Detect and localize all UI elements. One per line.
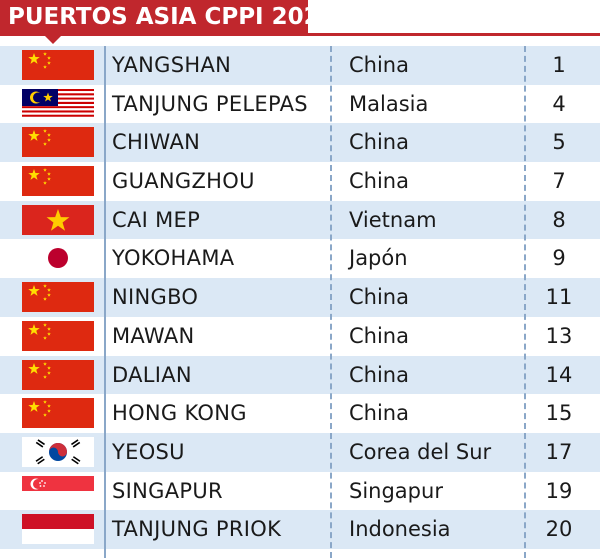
china-flag-icon [22, 166, 94, 197]
port-name: CHIWAN [112, 130, 201, 155]
ports-table: YANGSHAN China 1 TANJUNG PELEPAS Malasia 4 C… [0, 46, 600, 549]
table-row: TANJUNG PELEPAS Malasia 4 [0, 85, 600, 124]
malaysia-flag-icon [22, 88, 94, 119]
china-flag-icon [22, 127, 94, 158]
table-row: HONG KONG China 15 [0, 394, 600, 433]
port-name: CAI MEP [112, 207, 201, 232]
china-flag-icon [22, 359, 94, 390]
indonesia-flag-icon [22, 514, 94, 545]
country-name: China [349, 130, 409, 155]
japan-flag-icon [22, 243, 94, 274]
table-row: YEOSU Corea del Sur 17 [0, 432, 600, 472]
country-name: Vietnam [349, 207, 437, 232]
header-notch [44, 35, 62, 44]
cppi-rank: 8 [552, 207, 566, 232]
column-divider [524, 46, 526, 558]
country-name: China [349, 53, 409, 77]
singapore-flag-icon [22, 475, 94, 506]
cppi-rank: 11 [545, 285, 573, 310]
cppi-rank: 17 [545, 439, 573, 464]
table-row: MAWAN China 13 [0, 317, 600, 356]
south-korea-flag-icon [22, 436, 94, 467]
port-name: SINGAPUR [112, 478, 223, 503]
china-flag-icon [22, 320, 94, 351]
country-name: China [349, 362, 409, 387]
table-row: GUANGZHOU China 7 [0, 162, 600, 201]
table-row: YANGSHAN China 1 [0, 46, 600, 85]
header: PUERTOS ASIA CPPI 2023 [0, 0, 600, 44]
country-name: China [349, 323, 409, 348]
port-name: YEOSU [112, 439, 185, 464]
table-row: NINGBO China 11 [0, 278, 600, 317]
table-row: TANJUNG PRIOK Indonesia 20 [0, 510, 600, 549]
port-name: TANJUNG PRIOK [112, 517, 282, 542]
cppi-rank: 7 [552, 169, 566, 194]
page-title: PUERTOS ASIA CPPI 2023 [0, 0, 336, 35]
header-underline [0, 33, 600, 36]
port-name: YANGSHAN [112, 53, 232, 77]
country-name: China [349, 401, 409, 426]
country-name: China [349, 285, 409, 310]
country-name: Japón [349, 246, 408, 271]
port-name: DALIAN [112, 362, 192, 387]
table-row: DALIAN China 14 [0, 355, 600, 395]
country-name: China [349, 169, 409, 194]
port-name: NINGBO [112, 285, 199, 310]
country-name: Singapur [349, 478, 443, 503]
vietnam-flag-icon [22, 204, 94, 235]
china-flag-icon [22, 50, 94, 80]
cppi-rank: 13 [545, 323, 573, 348]
port-name: GUANGZHOU [112, 169, 255, 194]
cppi-rank: 4 [552, 91, 566, 116]
cppi-rank: 20 [545, 517, 573, 542]
cppi-rank: 5 [552, 130, 566, 155]
country-name: Malasia [349, 91, 429, 116]
china-flag-icon [22, 398, 94, 429]
port-name: MAWAN [112, 323, 195, 348]
table-row: CAI MEP Vietnam 8 [0, 200, 600, 240]
country-name: Indonesia [349, 517, 451, 542]
table-row: SINGAPUR Singapur 19 [0, 472, 600, 511]
cppi-rank: 9 [552, 246, 566, 271]
table-row: CHIWAN China 5 [0, 123, 600, 163]
table-row: YOKOHAMA Japón 9 [0, 239, 600, 278]
cppi-rank: 19 [545, 478, 573, 503]
column-divider [330, 46, 332, 558]
port-name: HONG KONG [112, 401, 247, 426]
cppi-rank: 15 [545, 401, 573, 426]
port-name: YOKOHAMA [112, 246, 235, 271]
cppi-rank: 14 [545, 362, 573, 387]
column-divider [104, 46, 106, 558]
cppi-rank: 1 [552, 53, 566, 77]
port-name: TANJUNG PELEPAS [112, 91, 308, 116]
china-flag-icon [22, 282, 94, 313]
country-name: Corea del Sur [349, 439, 492, 464]
